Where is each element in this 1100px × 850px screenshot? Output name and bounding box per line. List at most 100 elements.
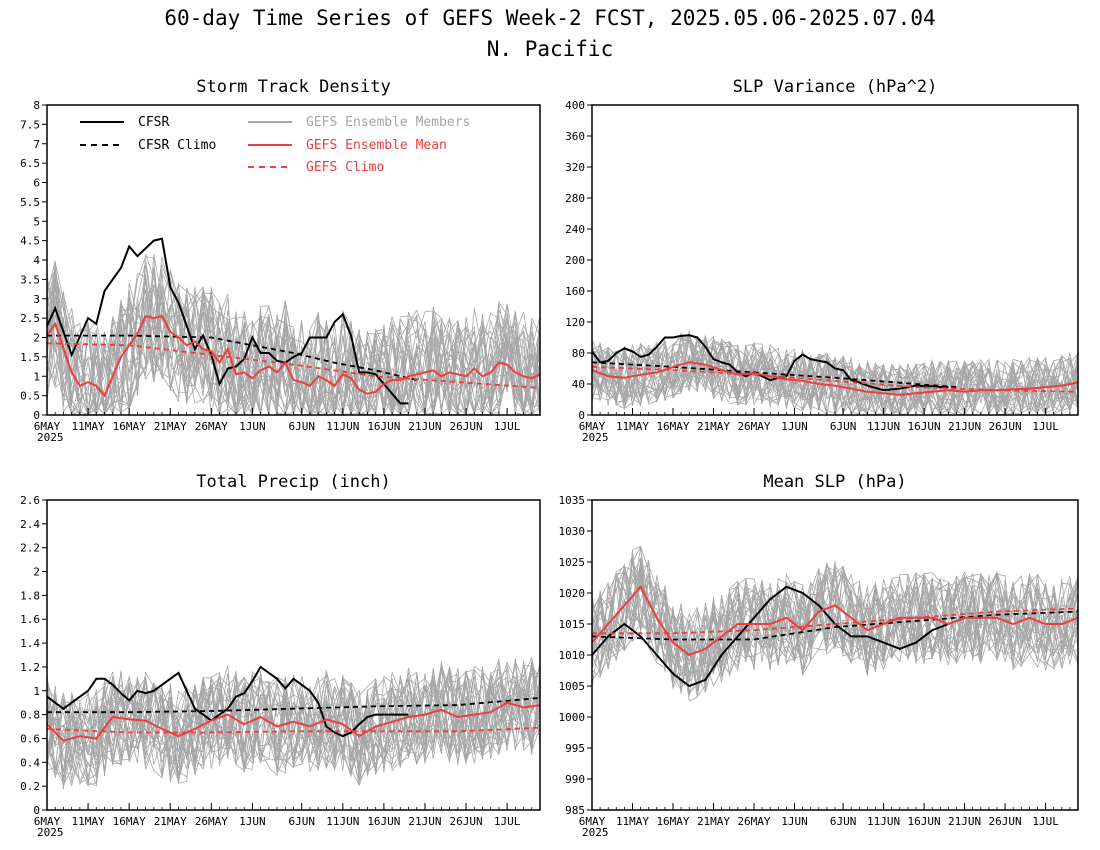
slp-variance-xtick-label: 6MAY [579,420,606,433]
slp-variance-ytick-label: 120 [565,316,585,329]
storm-track-ytick-label: 7.5 [20,118,40,131]
slp-variance-member-line [592,334,1078,415]
precip-ytick-label: 1.4 [20,637,40,650]
precip-xtick-year: 2025 [37,826,64,839]
precip-member-line [47,668,540,787]
legend-label-members: GEFS Ensemble Members [306,115,470,130]
mean-slp-series-ens-mean [591,585,1079,657]
precip-ytick-label: 1.2 [20,661,40,674]
storm-track-xtick-label: 21JUN [408,420,441,433]
precip-xtick-label: 21JUN [408,815,441,828]
precip-ytick-label: 2.4 [20,518,40,531]
precip-xtick-label: 1JUN [239,815,266,828]
legend-label-ens-mean: GEFS Ensemble Mean [306,138,447,153]
storm-track-ytick-label: 1.5 [20,351,40,364]
precip-member-line [47,663,540,776]
storm-track-xtick-label: 26MAY [195,420,228,433]
slp-variance-ytick-label: 320 [565,161,585,174]
precip-xtick-label: 26JUN [449,815,482,828]
precip-member-line [47,671,540,783]
mean-slp-series-cfsr [591,585,965,688]
precip-ytick-label: 2.2 [20,542,40,555]
mean-slp-member-line [592,560,1078,671]
storm-track-xtick-label: 16JUN [367,420,400,433]
slp-variance-xtick-label: 16MAY [656,420,689,433]
storm-track-ytick-label: 8 [33,99,40,112]
precip-series-gefs-climo [46,726,541,734]
storm-track-ytick-label: 6 [33,177,40,190]
mean-slp-ytick-label: 985 [565,804,585,817]
precip-series-ens-mean [46,701,541,742]
precip-xtick-label: 6MAY [34,815,61,828]
storm-track-member-line [47,270,540,415]
slp-variance-ytick-label: 200 [565,254,585,267]
storm-track-ytick-label: 3 [33,293,40,306]
precip-xtick-label: 21MAY [154,815,187,828]
storm-track-xtick-label: 26JUN [449,420,482,433]
storm-track-ytick-label: 2.5 [20,312,40,325]
storm-track-member-line [47,284,540,415]
slp-variance-ytick-label: 360 [565,130,585,143]
slp-variance-member-line [592,339,1078,415]
precip-xtick-label: 6JUN [288,815,315,828]
precip-ytick-label: 0 [33,804,40,817]
storm-track-ytick-label: 5 [33,215,40,228]
mean-slp-xtick-label: 26JUN [989,815,1022,828]
mean-slp-xtick-label: 6JUN [830,815,857,828]
precip-xtick-label: 1JUL [494,815,521,828]
mean-slp-xtick-label: 26MAY [737,815,770,828]
legend-label-cfsr: CFSR [138,115,169,130]
mean-slp-xtick-label: 16MAY [656,815,689,828]
storm-track-ytick-label: 0 [33,409,40,422]
slp-variance-member-line [592,337,1078,415]
precip-ytick-label: 2 [33,566,40,579]
storm-track-panel: Storm Track Density 0 0.5 1 1.5 2 2.5 3 3.5 4 4.5 5… [20,77,541,444]
figure-subtitle: N. Pacific [487,37,613,61]
mean-slp-ytick-label: 1025 [559,556,586,569]
precip-panel: Total Precip (inch) 0 0.2 0.4 0.6 0.8 1 1.2 1.4 1… [20,472,541,839]
panels: Storm Track Density 0 0.5 1 1.5 2 2.5 3 3.5 4 4.5 5… [20,77,1079,839]
precip-ytick-label: 1 [33,685,40,698]
storm-track-xtick-label: 16MAY [113,420,146,433]
slp-variance-ytick-label: 0 [578,409,585,422]
mean-slp-xtick-year: 2025 [582,826,609,839]
slp-variance-xtick-label: 1JUL [1032,420,1059,433]
mean-slp-xtick-label: 1JUN [781,815,808,828]
storm-track-ytick-label: 6.5 [20,157,40,170]
slp-variance-ytick-label: 160 [565,285,585,298]
mean-slp-xtick-label: 11MAY [616,815,649,828]
precip-xtick-label: 11MAY [72,815,105,828]
mean-slp-member-line [592,559,1078,683]
precip-member-line [47,665,540,779]
precip-member-line [47,661,540,777]
mean-slp-member-line [592,566,1078,677]
precip-member-line [47,662,540,788]
mean-slp-xtick-label: 21MAY [697,815,730,828]
storm-track-series-cfsr [46,237,409,405]
storm-track-ytick-label: 2 [33,332,40,345]
mean-slp-ytick-label: 995 [565,742,585,755]
mean-slp-xtick-label: 21JUN [948,815,981,828]
slp-variance-member-line [592,335,1078,415]
mean-slp-member-line [592,564,1078,675]
storm-track-ytick-label: 4 [33,254,40,267]
slp-variance-panel: SLP Variance (hPa^2) 0 40 80 120 160 200 240 280… [565,77,1079,444]
slp-variance-xtick-label: 11JUN [867,420,900,433]
slp-variance-series-cfsr-climo [591,361,957,388]
mean-slp-series-cfsr-climo [591,610,1079,641]
slp-variance-title: SLP Variance (hPa^2) [733,77,938,97]
storm-track-xtick-label: 11MAY [72,420,105,433]
precip-xtick-label: 16JUN [367,815,400,828]
mean-slp-ytick-label: 990 [565,773,585,786]
precip-xtick-label: 11JUN [326,815,359,828]
precip-title: Total Precip (inch) [196,472,390,492]
precip-series-cfsr-climo [47,697,541,714]
storm-track-xtick-label: 1JUN [239,420,266,433]
precip-xtick-label: 16MAY [113,815,146,828]
slp-variance-xtick-label: 1JUN [781,420,808,433]
storm-track-ytick-label: 4.5 [20,235,40,248]
storm-track-xtick-label: 21MAY [154,420,187,433]
slp-variance-series-gefs-climo [591,366,1079,393]
storm-track-xtick-label: 11JUN [326,420,359,433]
